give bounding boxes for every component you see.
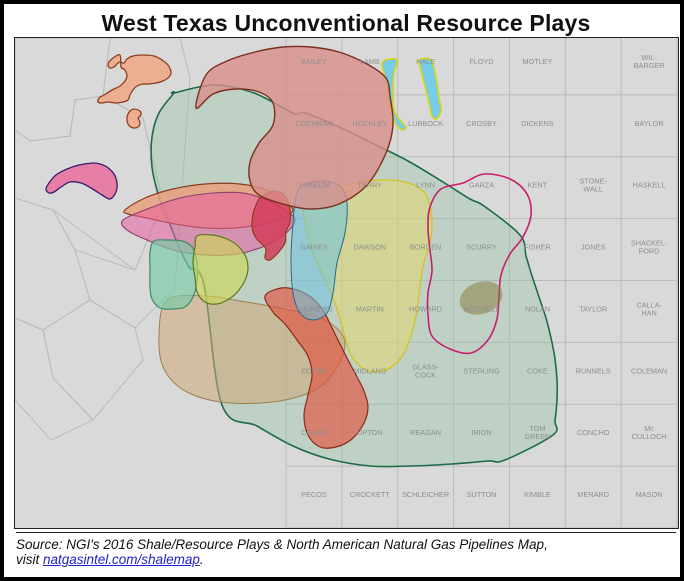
svg-text:HASKELL: HASKELL bbox=[633, 181, 666, 190]
svg-text:BAYLOR: BAYLOR bbox=[635, 119, 664, 128]
svg-text:YOAKUM: YOAKUM bbox=[298, 181, 330, 190]
svg-text:UPTON: UPTON bbox=[357, 428, 382, 437]
svg-text:FISHER: FISHER bbox=[524, 243, 551, 252]
svg-text:KIMBLE: KIMBLE bbox=[524, 490, 551, 499]
svg-text:HOWARD: HOWARD bbox=[409, 304, 442, 313]
svg-text:MASON: MASON bbox=[636, 490, 663, 499]
svg-text:BORDEN: BORDEN bbox=[410, 243, 441, 252]
svg-text:RUNNELS: RUNNELS bbox=[576, 366, 611, 375]
svg-text:JONES: JONES bbox=[581, 243, 605, 252]
svg-text:SUTTON: SUTTON bbox=[467, 490, 497, 499]
svg-text:TERRY: TERRY bbox=[357, 181, 382, 190]
svg-text:LAMB: LAMB bbox=[360, 57, 380, 66]
svg-text:HALE: HALE bbox=[416, 57, 435, 66]
svg-text:BAILEY: BAILEY bbox=[301, 57, 327, 66]
svg-text:NOLAN: NOLAN bbox=[525, 304, 550, 313]
svg-text:MARTIN: MARTIN bbox=[356, 304, 384, 313]
svg-text:LUBBOCK: LUBBOCK bbox=[408, 119, 443, 128]
svg-text:ECTOR: ECTOR bbox=[301, 366, 326, 375]
svg-text:SCHLEICHER: SCHLEICHER bbox=[402, 490, 449, 499]
svg-text:STERLING: STERLING bbox=[463, 366, 500, 375]
svg-text:LYNN: LYNN bbox=[416, 181, 435, 190]
svg-text:IRION: IRION bbox=[471, 428, 491, 437]
svg-text:DICKENS: DICKENS bbox=[521, 119, 554, 128]
svg-text:PECOS: PECOS bbox=[301, 490, 327, 499]
svg-text:FLOYD: FLOYD bbox=[469, 57, 493, 66]
svg-text:CONCHO: CONCHO bbox=[577, 428, 610, 437]
svg-text:ANDREWS: ANDREWS bbox=[295, 304, 332, 313]
svg-text:GAINES: GAINES bbox=[300, 243, 328, 252]
svg-text:SCURRY: SCURRY bbox=[466, 243, 497, 252]
svg-text:GLASS-COCK: GLASS-COCK bbox=[412, 362, 439, 379]
svg-text:HOCKLEY: HOCKLEY bbox=[352, 119, 387, 128]
svg-text:REAGAN: REAGAN bbox=[410, 428, 441, 437]
svg-text:CROSBY: CROSBY bbox=[466, 119, 497, 128]
svg-text:COKE: COKE bbox=[527, 366, 548, 375]
svg-text:MENARD: MENARD bbox=[577, 490, 609, 499]
svg-text:MIDLAND: MIDLAND bbox=[353, 366, 386, 375]
svg-text:COLEMAN: COLEMAN bbox=[631, 366, 667, 375]
svg-text:GARZA: GARZA bbox=[469, 181, 494, 190]
svg-text:MOTLEY: MOTLEY bbox=[522, 57, 552, 66]
svg-text:TAYLOR: TAYLOR bbox=[579, 304, 607, 313]
svg-text:CROCKETT: CROCKETT bbox=[350, 490, 391, 499]
svg-text:DAWSON: DAWSON bbox=[354, 243, 387, 252]
svg-text:COCHRAN: COCHRAN bbox=[295, 119, 332, 128]
svg-text:KENT: KENT bbox=[528, 181, 548, 190]
svg-text:CRANE: CRANE bbox=[301, 428, 327, 437]
svg-text:MITCHELL: MITCHELL bbox=[463, 304, 499, 313]
